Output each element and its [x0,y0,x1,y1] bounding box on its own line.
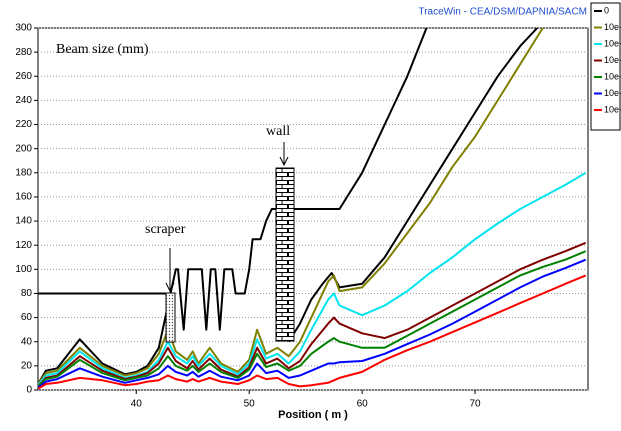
y-tick-label: 240 [15,95,32,106]
y-tick-label: 40 [21,336,33,347]
x-tick-label: 50 [244,399,256,410]
legend-label: 10e-5 [604,38,621,48]
y-tick-label: 0 [26,385,32,396]
y-tick-label: 180 [15,167,32,178]
legend-label: 10e-4 [604,55,621,65]
y-tick-label: 60 [21,312,33,323]
y-tick-label: 200 [15,143,32,154]
wall-label: wall [266,124,290,139]
y-tick-label: 220 [15,119,32,130]
x-axis-label: Position ( m ) [278,409,348,421]
y-tick-label: 300 [15,23,32,34]
legend-label: 10e-1 [604,104,621,114]
wall-shape [275,167,295,342]
legend-box [590,2,621,131]
y-tick-label: 100 [15,264,32,275]
y-tick-label: 260 [15,71,32,82]
legend-label: 10e-3 [604,71,621,81]
scraper-shape [165,292,176,343]
y-tick-label: 160 [15,192,32,203]
legend-label: 0 [604,5,609,15]
scraper-arrow-head [165,282,175,293]
y-tick-label: 280 [15,47,32,58]
series-line [38,171,587,386]
chart-title: TraceWin - CEA/DSM/DAPNIA/SACM [418,7,587,18]
series-line [38,250,587,388]
series-line [38,28,538,385]
series-line [38,274,587,390]
y-tick-label: 120 [15,240,32,251]
annotation: Beam size (mm) [56,42,149,57]
y-tick-label: 140 [15,216,32,227]
x-tick-label: 70 [470,399,482,410]
x-tick-label: 40 [131,399,143,410]
series-line [38,258,587,389]
y-tick-label: 20 [21,361,33,372]
y-tick-label: 80 [21,288,33,299]
scraper-label: scraper [145,222,186,237]
legend-label: 10e-2 [604,88,621,98]
series-line [38,241,587,388]
wall-arrow-head [279,156,289,167]
series-line [38,28,544,385]
x-tick-label: 60 [357,399,369,410]
legend-label: 10e-6 [604,22,621,32]
